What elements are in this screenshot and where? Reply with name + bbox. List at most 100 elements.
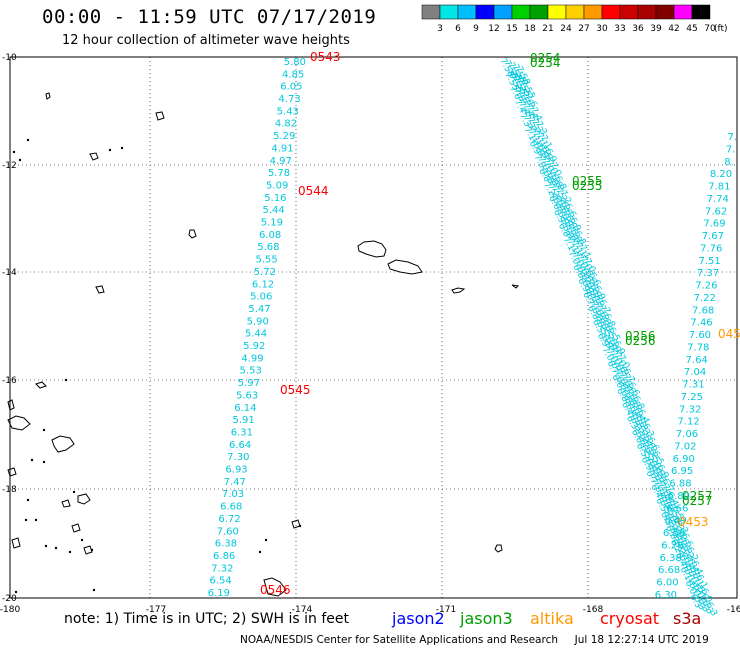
legend-label: 39 — [650, 24, 662, 34]
island-fiji3 — [35, 381, 47, 389]
legend-swatch — [637, 4, 657, 20]
wave-height-value: 5.55 — [255, 255, 277, 266]
pass-time-label: 0255 — [572, 179, 603, 193]
islet — [42, 428, 46, 432]
wave-height-value: 6.49 — [664, 516, 686, 527]
legend-label: 36 — [632, 24, 644, 34]
satellite-label-cryosat: cryosat — [600, 609, 660, 628]
islet — [42, 460, 46, 464]
islet — [26, 138, 30, 142]
islet — [80, 538, 84, 542]
wave-height-value: 7.67 — [702, 231, 724, 242]
islet — [12, 150, 16, 154]
islet — [258, 550, 262, 554]
island-wallis — [188, 229, 197, 239]
footer-note: note: 1) Time is in UTC; 2) SWH is in fe… — [64, 611, 350, 627]
wave-height-value: 5.91 — [232, 415, 254, 426]
wave-height-value: 6.90 — [673, 454, 695, 465]
x-tick-label: -180 — [0, 605, 20, 615]
map-frame — [9, 56, 738, 599]
legend-swatch — [655, 4, 675, 20]
wave-height-value: 7.74 — [707, 194, 729, 205]
wave-height-value: 5.53 — [240, 366, 262, 377]
legend-swatch — [583, 4, 603, 20]
map-title: 00:00 - 11:59 UTC 07/17/2019 — [42, 6, 377, 28]
pass-time-label: 0255 — [572, 174, 603, 188]
y-tick-label: -20 — [2, 594, 17, 604]
wave-height-value: 6.93 — [225, 465, 247, 476]
wave-height-value: 7.76 — [700, 243, 722, 254]
wave-height-value: 7.03 — [222, 489, 244, 500]
legend-label: 30 — [596, 24, 608, 34]
satellite-label-altika: altika — [530, 609, 574, 628]
wave-height-value: 7.25 — [681, 392, 703, 403]
legend-label: 18 — [524, 24, 536, 34]
wave-height-value: 7.32 — [211, 563, 233, 574]
satellite-label-jason3: jason3 — [460, 609, 513, 628]
wave-height-value: 7.51 — [699, 256, 721, 267]
wave-height-value: 5.68 — [257, 242, 279, 253]
pass-time-label: 0254 — [530, 51, 561, 65]
y-tick-label: -14 — [2, 268, 17, 278]
islet — [264, 538, 268, 542]
wave-height-value: 6.3 — [703, 601, 719, 618]
wave-height-value: 6.72 — [218, 514, 240, 525]
satellite-label-s3a: s3a — [673, 609, 702, 628]
wave-height-value: 7.26 — [695, 281, 717, 292]
island-s2 — [83, 545, 93, 555]
pass-time-label: 0256 — [625, 334, 656, 348]
legend-label: 9 — [473, 24, 479, 34]
y-tick-label: -18 — [2, 485, 17, 495]
legend-label: 70 — [704, 24, 716, 34]
wave-height-value: 7.81 — [708, 182, 730, 193]
wave-height-value: 5.19 — [261, 218, 283, 229]
legend-label: 27 — [578, 24, 589, 34]
wave-height-value: 7.31 — [682, 380, 704, 391]
legend-label: 33 — [614, 24, 625, 34]
islet — [34, 518, 38, 522]
wave-height-value: 7.46 — [690, 318, 712, 329]
island-tutuila — [451, 287, 466, 294]
pass-time-label: 045 — [718, 327, 740, 341]
pass-time-label: 0254 — [530, 56, 561, 70]
wave-height-value: 5.06 — [250, 292, 272, 303]
legend-swatch — [439, 4, 459, 20]
island-tonga1 — [77, 493, 91, 505]
wave-height-value: 6.19 — [208, 588, 230, 599]
wave-height-value: 6.00 — [656, 578, 678, 589]
wave-height-value: 6.38 — [660, 553, 682, 564]
wave-height-value: 7.37 — [697, 268, 719, 279]
island-fiji2 — [51, 435, 75, 453]
wave-height-value: 7.12 — [677, 417, 699, 428]
wave-height-value: 6.66 — [666, 503, 688, 514]
pass-time-label: 0544 — [298, 184, 329, 198]
wave-height-value: 4.91 — [271, 143, 293, 154]
islet — [64, 378, 68, 382]
wave-height-value: 7.02 — [674, 441, 696, 452]
wave-height-value: 6.12 — [252, 279, 274, 290]
islet — [54, 546, 58, 550]
wave-height-value: 4.82 — [275, 119, 297, 130]
x-tick-label: -177 — [146, 605, 166, 615]
islet — [24, 518, 28, 522]
track-jason3-diagonal: 7.587.557.67.47.37.16.97.06.87.26.66.96.… — [497, 51, 719, 618]
legend-swatch — [529, 4, 549, 20]
wave-height-value: 8.20 — [710, 169, 732, 180]
wave-height-value: 5.44 — [245, 329, 267, 340]
wave-height-value: 7.06 — [676, 429, 698, 440]
x-tick-label: -168 — [583, 605, 604, 615]
islet — [90, 548, 94, 552]
y-axis-labels: -10 -12 -14 -16 -18 -20 — [2, 53, 17, 604]
islet — [298, 524, 302, 528]
map-grid — [10, 57, 737, 598]
pass-time-label: 0257 — [682, 489, 713, 503]
wave-height-value: 5.47 — [248, 304, 270, 315]
legend-swatch — [565, 4, 585, 20]
pass-time-label: 0546 — [260, 583, 291, 597]
wave-height-value: 7.78 — [687, 342, 709, 353]
island-manua — [494, 544, 503, 553]
x-axis-labels: -180 -177 -174 -171 -168 -165 — [0, 605, 740, 615]
wave-height-value: 6.95 — [671, 466, 693, 477]
wave-height-value: 7.62 — [705, 206, 727, 217]
legend-swatch — [457, 4, 477, 20]
